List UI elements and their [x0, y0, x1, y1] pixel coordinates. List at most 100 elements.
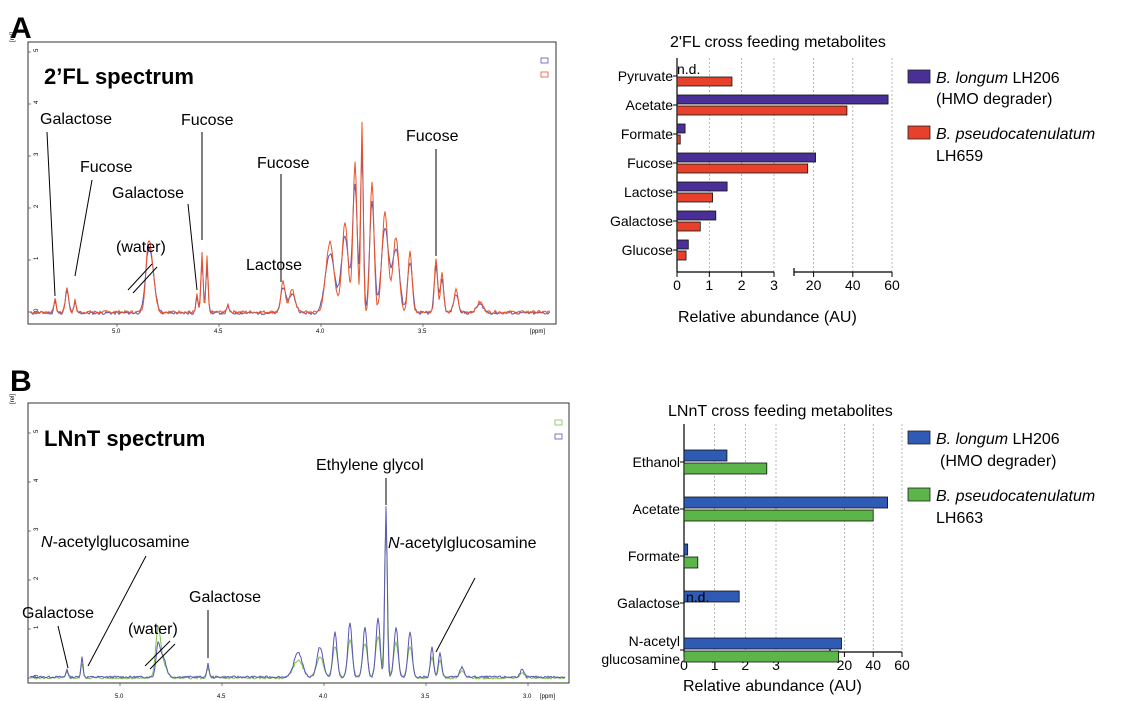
bar-x-tick-label: 20 — [806, 277, 822, 293]
legend-a-label-2: B. pseudocatenulatum — [936, 126, 1095, 143]
bar-series-1 — [683, 543, 689, 556]
spectrum-b: [rel] 0 1 2 3 4 5 5.0 4.5 4.0 3.5 3.0 [ppm] LNnT … — [10, 394, 570, 700]
spectrum-x-tick-label: 5.0 — [112, 329, 121, 335]
bar-series-2 — [676, 221, 701, 232]
spectrum-b-y-unit: [rel] — [10, 394, 16, 404]
bar-x-tick-label: 0 — [680, 657, 688, 673]
legend-a: B. longum LH206 (HMO degrader) B. pseudo… — [907, 69, 1095, 165]
spectrum-b-label-ethylene-glycol: Ethylene glycol — [316, 457, 424, 474]
legend-b-label-2-line2: LH663 — [936, 510, 983, 527]
spectrum-a-label-fucose-4: Fucose — [406, 128, 459, 145]
bar-series-2 — [683, 509, 874, 522]
bar-category-label: Galactose — [617, 595, 680, 611]
bar-series-1 — [683, 449, 728, 462]
spectrum-x-tick-label: 4.0 — [319, 694, 328, 700]
bar-series-1 — [683, 637, 842, 650]
bar-x-tick-label: 0 — [673, 277, 681, 293]
spectrum-b-frame — [27, 402, 570, 684]
spectrum-y-tick-label: 1 — [34, 625, 40, 629]
legend-b-label-1-line2: (HMO degrader) — [940, 453, 1056, 470]
legend-b: B. longum LH206 (HMO degrader) B. pseudo… — [907, 430, 1095, 527]
bar-series-1 — [683, 590, 740, 603]
legend-a-label-1-italic: B. longum — [936, 70, 1008, 87]
bar-x-tick-label: 3 — [772, 657, 780, 673]
bar-category-label: N-acetyl — [629, 633, 680, 649]
bar-category-label: Galactose — [610, 213, 673, 229]
panel-letter-b: B — [10, 365, 32, 398]
bar-x-tick-label: 2 — [738, 277, 746, 293]
bar-b-nd-label: n.d. — [686, 589, 709, 605]
bar-x-tick-label: 1 — [711, 657, 719, 673]
legend-a-label-1: B. longum LH206 — [936, 70, 1060, 87]
bar-a-xlabel: Relative abundance (AU) — [678, 309, 857, 326]
bar-b-plot: 0 1 2 3 20 40 60 Ethanol Acetate Formate Galactose… — [601, 424, 910, 673]
spectrum-b-label-nacetyl-2: N-acetylglucosamine — [388, 535, 537, 552]
spectrum-b-x-unit: [ppm] — [540, 694, 555, 700]
spectrum-a-pointer-2 — [74, 179, 93, 277]
bar-x-tick-label: 3 — [770, 277, 778, 293]
spectrum-y-tick-label: 1 — [34, 256, 40, 260]
bar-series-2 — [676, 134, 681, 145]
bar-category-label: Glucose — [622, 242, 674, 258]
bar-x-tick-label: 1 — [705, 277, 713, 293]
spectrum-a-legend-swatch-1 — [540, 57, 549, 64]
bar-series-2 — [676, 105, 848, 116]
bar-a-nd-label: n.d. — [677, 61, 700, 77]
spectrum-a-title: 2’FL spectrum — [44, 64, 194, 89]
bar-chart-a: 2'FL cross feeding metabolites 0 1 2 3 20 40 6… — [610, 34, 900, 326]
spectrum-x-tick-label: 5.0 — [115, 694, 124, 700]
spectrum-y-tick-label: 5 — [34, 429, 40, 433]
spectrum-b-pointer-2 — [87, 555, 147, 667]
spectrum-b-legend-swatch-2 — [554, 433, 563, 440]
legend-b-label-1: B. longum LH206 — [936, 431, 1060, 448]
spectrum-x-tick-label: 3.0 — [523, 694, 532, 700]
bar-series-1 — [676, 123, 686, 134]
spectrum-b-label-nacetyl-2-rest: -acetylglucosamine — [400, 535, 537, 552]
spectrum-y-tick-label: 4 — [34, 478, 40, 482]
bar-series-1 — [683, 496, 889, 509]
spectrum-y-tick-label: 3 — [34, 527, 40, 531]
bar-b-title: LNnT cross feeding metabolites — [668, 403, 893, 420]
bar-chart-b: LNnT cross feeding metabolites 0 1 2 3 20 40 6… — [601, 403, 910, 695]
spectrum-a-label-fucose-3: Fucose — [257, 155, 310, 172]
bar-series-1 — [676, 94, 889, 105]
bar-b-xlabel: Relative abundance (AU) — [683, 678, 862, 695]
bar-series-1 — [676, 181, 728, 192]
panel-letter-a: A — [10, 12, 32, 45]
spectrum-b-label-nacetyl-2-n: N — [388, 535, 400, 552]
bar-series-2 — [676, 192, 713, 203]
spectrum-y-tick-label: 5 — [34, 48, 40, 52]
spectrum-b-pointer-4 — [57, 625, 69, 669]
spectrum-b-pointer-3 — [435, 577, 476, 653]
spectrum-a-label-lactose: Lactose — [246, 257, 302, 274]
spectrum-y-tick-label: 4 — [34, 100, 40, 104]
spectrum-b-x-ticks: 5.0 4.5 4.0 3.5 3.0 — [115, 683, 532, 700]
legend-b-swatch-1 — [907, 430, 931, 445]
bar-x-tick-label: 60 — [894, 657, 910, 673]
bar-category-label: Fucose — [627, 155, 673, 171]
spectrum-a-legend-swatch-2 — [540, 71, 549, 78]
spectrum-b-trace-green — [29, 520, 566, 680]
spectrum-y-tick-label: 0 — [34, 674, 40, 678]
spectrum-b-title: LNnT spectrum — [44, 426, 205, 451]
bar-x-tick-label: 60 — [884, 277, 900, 293]
spectrum-b-pointer-5a — [144, 640, 171, 667]
spectrum-a: [rel] 0 1 2 3 4 5 5.0 4.5 4.0 3.5 [ppm] 2’FL spe… — [10, 32, 557, 335]
spectrum-a-label-fucose-2: Fucose — [181, 112, 234, 129]
legend-a-label-2-line2: LH659 — [936, 148, 983, 165]
bar-category-label: Lactose — [624, 184, 673, 200]
spectrum-x-tick-label: 4.0 — [316, 329, 325, 335]
spectrum-b-pointer-5b — [149, 643, 176, 670]
legend-b-label-2: B. pseudocatenulatum — [936, 488, 1095, 505]
spectrum-a-label-water: (water) — [116, 239, 166, 256]
bar-series-1 — [676, 152, 816, 163]
bar-category-label: Formate — [621, 126, 673, 142]
spectrum-y-tick-label: 2 — [34, 204, 40, 208]
bar-category-label: Formate — [628, 548, 680, 564]
legend-b-label-1-rest: LH206 — [1008, 431, 1060, 448]
spectrum-a-pointer-3 — [187, 203, 198, 291]
bar-series-2 — [676, 163, 809, 174]
spectrum-a-y-ticks: 0 1 2 3 4 5 — [28, 48, 40, 313]
bar-x-tick-label: 20 — [837, 657, 853, 673]
